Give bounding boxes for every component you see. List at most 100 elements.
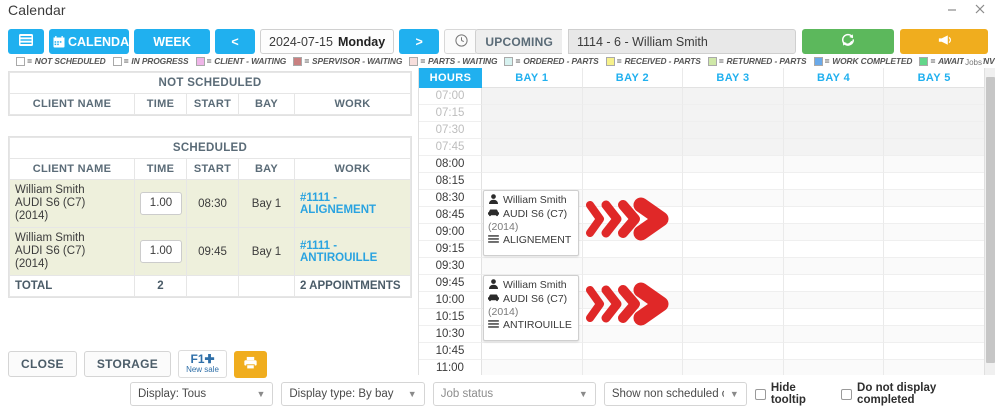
calendar-slot[interactable] xyxy=(582,326,684,343)
hours-input[interactable]: 1.00 xyxy=(140,192,182,215)
calendar-slot[interactable] xyxy=(482,139,583,156)
calendar-slot[interactable] xyxy=(482,105,583,122)
calendar-slot[interactable] xyxy=(482,122,583,139)
date-picker[interactable]: 2024-07-15 Monday xyxy=(260,29,395,54)
calendar-slot[interactable] xyxy=(482,258,583,275)
calendar-slot[interactable] xyxy=(683,343,784,360)
calendar-slot[interactable] xyxy=(683,88,784,105)
calendar-view-button[interactable]: CALENDA xyxy=(49,29,129,54)
calendar-slot[interactable] xyxy=(582,139,684,156)
hide-tooltip-checkbox[interactable]: Hide tooltip xyxy=(754,382,833,406)
appointment-card[interactable]: William Smith AUDI S6 (C7) (2014) ALIGNEMEN… xyxy=(483,190,579,256)
calendar-slot[interactable] xyxy=(683,309,784,326)
calendar-slot[interactable] xyxy=(582,88,684,105)
calendar-slot[interactable] xyxy=(582,292,684,309)
non-scheduled-select[interactable]: Show non scheduled o ▼ xyxy=(603,382,747,406)
calendar-slot[interactable] xyxy=(783,343,885,360)
calendar-slot[interactable] xyxy=(582,258,684,275)
calendar-slot[interactable] xyxy=(683,292,784,309)
calendar-slot[interactable] xyxy=(783,241,885,258)
calendar-slot[interactable] xyxy=(884,258,985,275)
calendar-slot[interactable] xyxy=(783,190,885,207)
calendar-slot[interactable] xyxy=(582,105,684,122)
calendar-slot[interactable] xyxy=(783,258,885,275)
appointment-card[interactable]: William Smith AUDI S6 (C7) (2014) ANTIROUIL… xyxy=(483,275,579,341)
calendar-slot[interactable] xyxy=(482,156,583,173)
calendar-slot[interactable] xyxy=(582,173,684,190)
minimize-icon[interactable] xyxy=(945,2,959,16)
calendar-slot[interactable] xyxy=(884,173,985,190)
do-not-display-completed-checkbox[interactable]: Do not display completed xyxy=(841,382,995,406)
calendar-slot[interactable] xyxy=(884,122,985,139)
work-order-link[interactable]: #1111 - ANTIROUILLE xyxy=(300,239,378,264)
calendar-slot[interactable] xyxy=(783,139,885,156)
calendar-slot[interactable] xyxy=(683,173,784,190)
calendar-slot[interactable] xyxy=(683,156,784,173)
display-type-select[interactable]: Display type: By bay ▼ xyxy=(281,382,425,406)
calendar-slot[interactable] xyxy=(884,275,985,292)
calendar-slot[interactable] xyxy=(683,258,784,275)
calendar-slot[interactable] xyxy=(884,309,985,326)
calendar-slot[interactable] xyxy=(683,275,784,292)
calendar-slot[interactable] xyxy=(884,343,985,360)
calendar-slot[interactable] xyxy=(683,122,784,139)
list-view-button[interactable] xyxy=(8,29,44,54)
calendar-slot[interactable] xyxy=(783,326,885,343)
calendar-slot[interactable] xyxy=(884,88,985,105)
calendar-slot[interactable] xyxy=(884,360,985,375)
upcoming-value[interactable]: 1114 - 6 - William Smith xyxy=(568,29,796,54)
scrollbar-thumb[interactable] xyxy=(986,77,995,363)
calendar-slot[interactable] xyxy=(683,105,784,122)
week-view-button[interactable]: WEEK xyxy=(134,29,210,54)
calendar-slot[interactable] xyxy=(884,105,985,122)
announcement-button[interactable] xyxy=(900,29,988,54)
checkbox-box[interactable] xyxy=(754,388,766,400)
calendar-slot[interactable] xyxy=(783,207,885,224)
calendar-slot[interactable] xyxy=(884,156,985,173)
refresh-button[interactable] xyxy=(802,29,894,54)
previous-day-button[interactable]: < xyxy=(215,29,255,54)
calendar-slot[interactable] xyxy=(582,360,684,375)
hours-input[interactable]: 1.00 xyxy=(140,240,182,263)
calendar-slot[interactable] xyxy=(884,326,985,343)
calendar-slot[interactable] xyxy=(582,122,684,139)
calendar-slot[interactable] xyxy=(582,309,684,326)
new-sale-button[interactable]: F1✚ New sale xyxy=(178,350,227,378)
calendar-slot[interactable] xyxy=(884,292,985,309)
calendar-slot[interactable] xyxy=(884,139,985,156)
calendar-slot[interactable] xyxy=(582,343,684,360)
jobs-tab[interactable]: Jobs xyxy=(964,58,983,67)
calendar-slot[interactable] xyxy=(683,360,784,375)
table-row[interactable]: William Smith AUDI S6 (C7) (2014) 1.00 0… xyxy=(9,179,411,228)
close-icon[interactable] xyxy=(973,2,987,16)
calendar-scrollbar[interactable] xyxy=(984,68,995,375)
storage-button[interactable]: STORAGE xyxy=(83,351,172,377)
calendar-slot[interactable] xyxy=(884,241,985,258)
calendar-slot[interactable] xyxy=(683,224,784,241)
display-select[interactable]: Display: Tous ▼ xyxy=(130,382,274,406)
calendar-slot[interactable] xyxy=(783,173,885,190)
clock-button[interactable] xyxy=(444,29,479,54)
calendar-slot[interactable] xyxy=(582,207,684,224)
calendar-slot[interactable] xyxy=(884,207,985,224)
print-button[interactable] xyxy=(233,350,267,378)
calendar-slot[interactable] xyxy=(783,105,885,122)
calendar-slot[interactable] xyxy=(683,190,784,207)
calendar-slot[interactable] xyxy=(783,156,885,173)
calendar-slot[interactable] xyxy=(582,275,684,292)
next-day-button[interactable]: > xyxy=(399,29,440,54)
calendar-slot[interactable] xyxy=(582,241,684,258)
calendar-slot[interactable] xyxy=(783,292,885,309)
calendar-slot[interactable] xyxy=(482,88,583,105)
calendar-slot[interactable] xyxy=(783,360,885,375)
calendar-slot[interactable] xyxy=(482,360,583,375)
work-order-link[interactable]: #1111 - ALIGNEMENT xyxy=(300,191,377,216)
job-status-select[interactable]: Job status ▼ xyxy=(432,382,596,406)
calendar-slot[interactable] xyxy=(482,173,583,190)
calendar-slot[interactable] xyxy=(783,224,885,241)
checkbox-box[interactable] xyxy=(841,388,853,400)
calendar-slot[interactable] xyxy=(582,156,684,173)
calendar-slot[interactable] xyxy=(683,139,784,156)
close-button[interactable]: CLOSE xyxy=(8,351,77,377)
calendar-slot[interactable] xyxy=(482,343,583,360)
